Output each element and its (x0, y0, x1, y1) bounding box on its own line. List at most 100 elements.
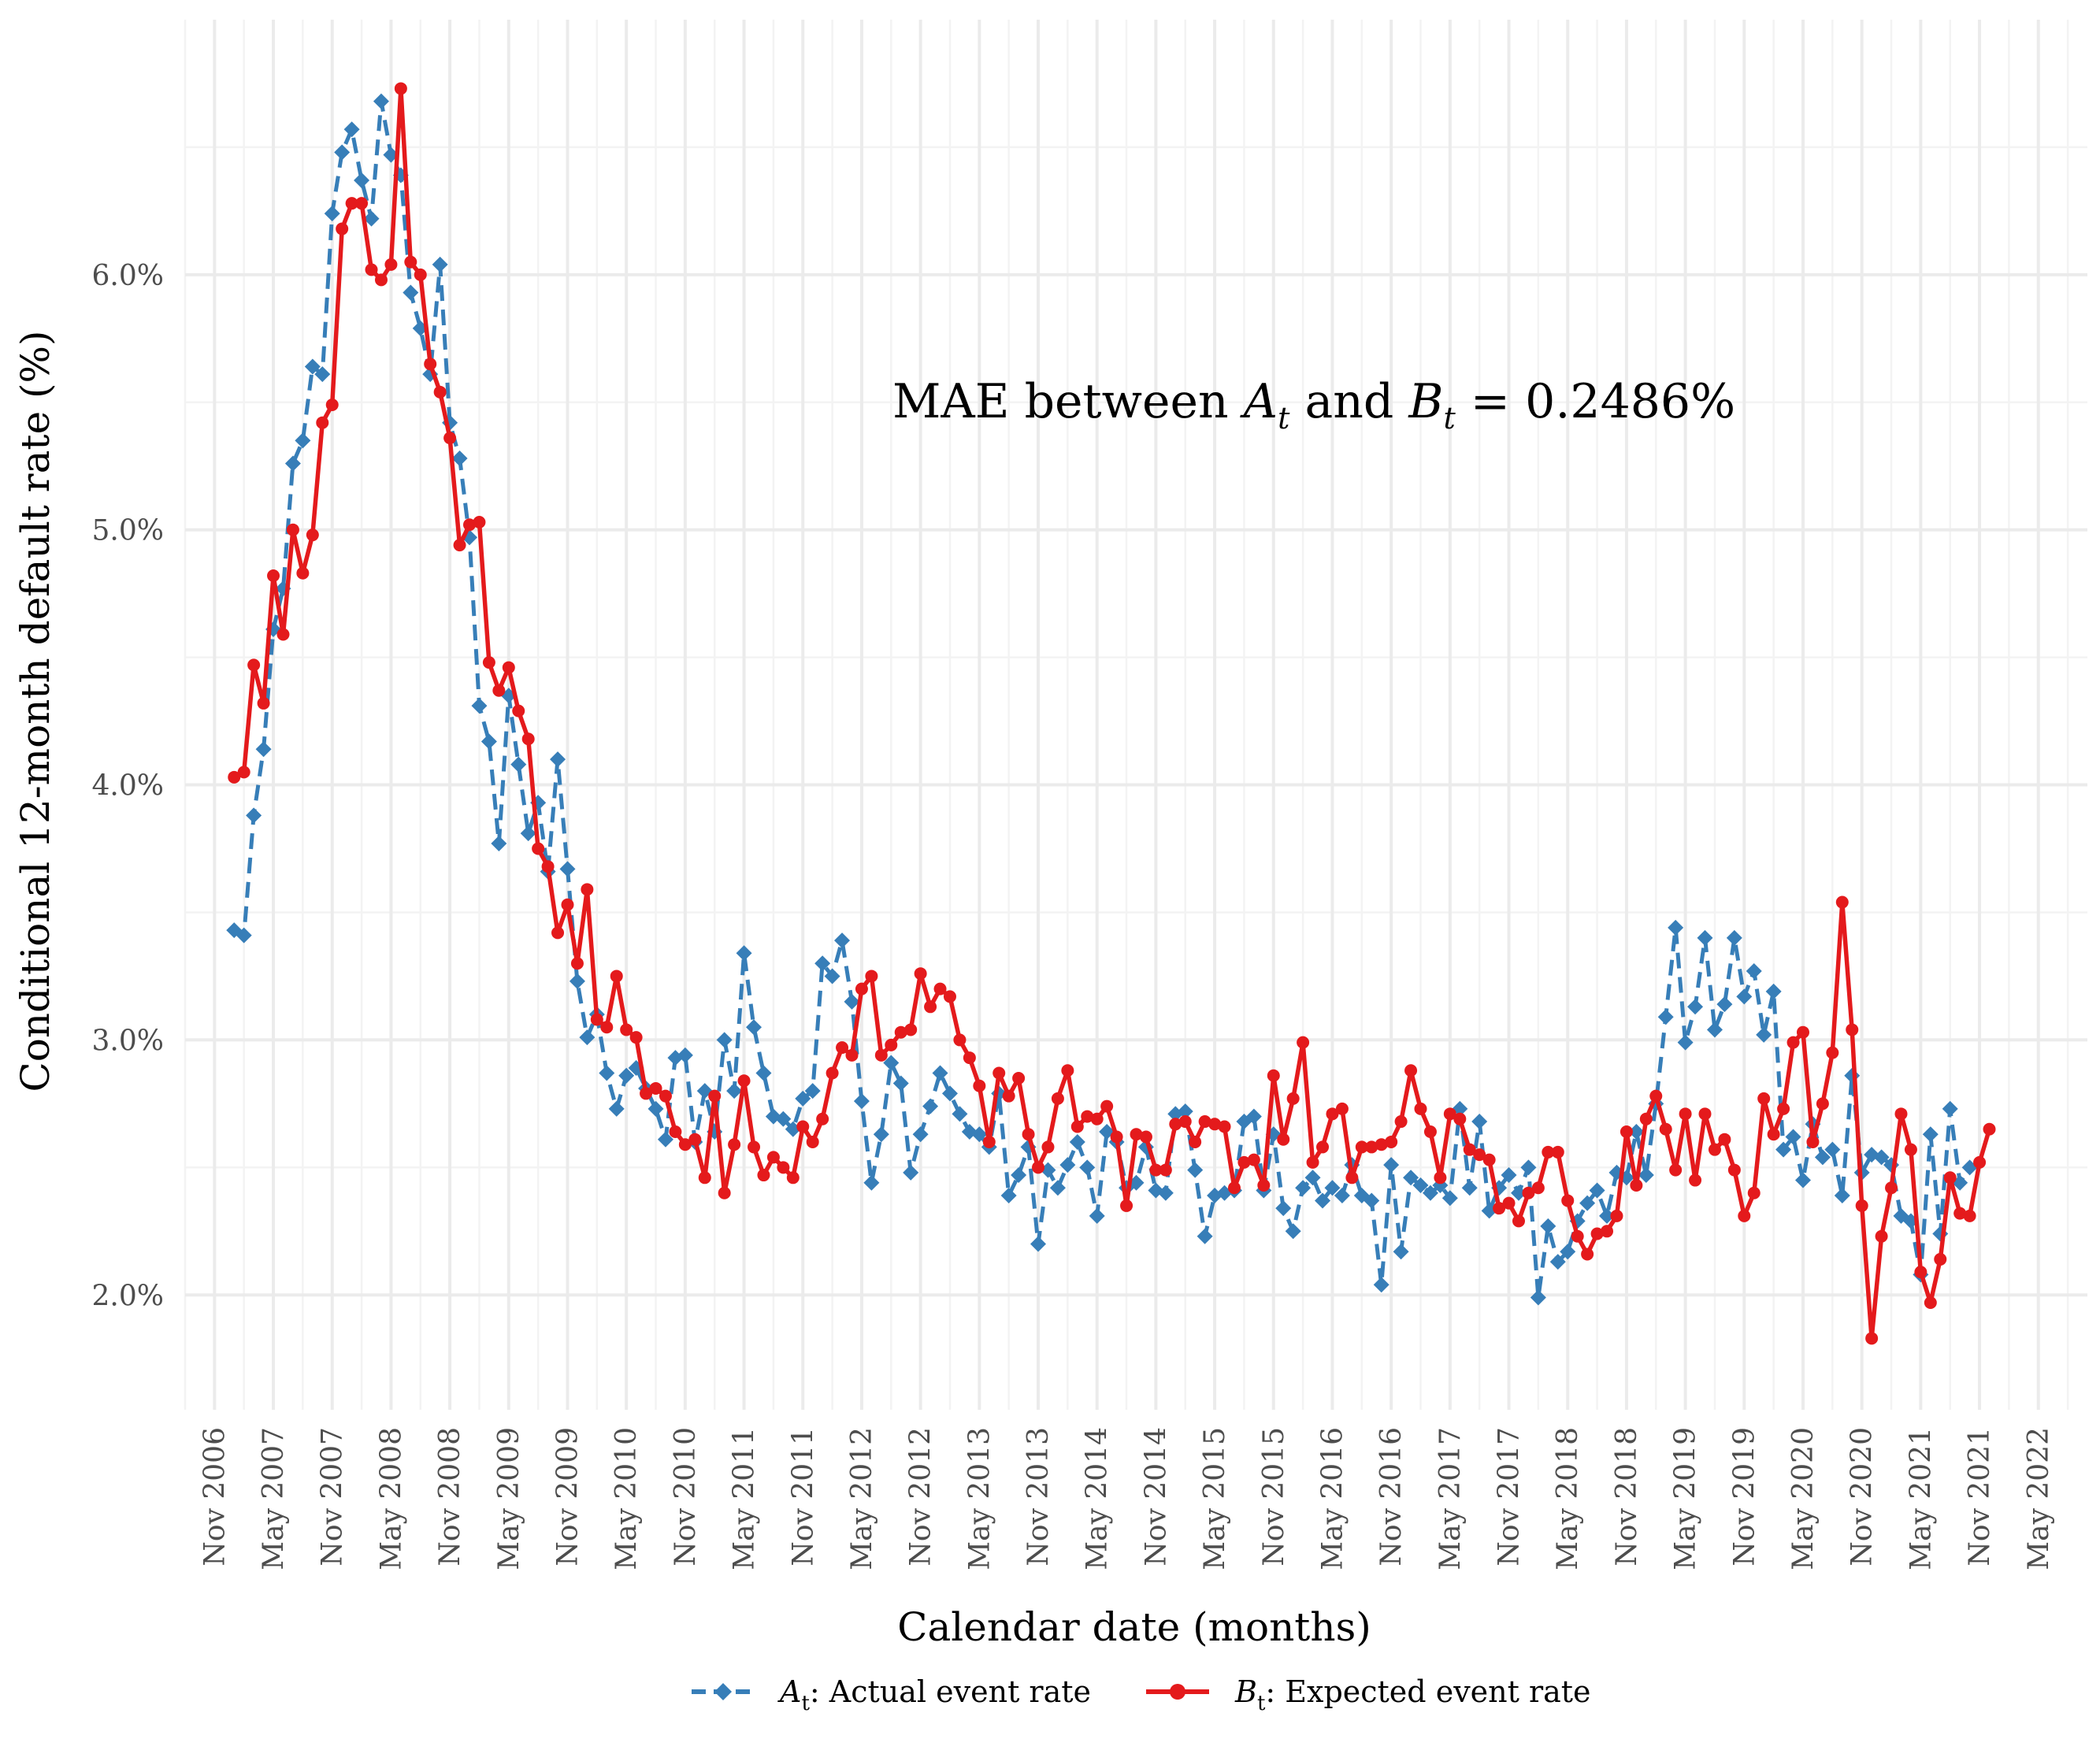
data-point-expected (1757, 1092, 1771, 1105)
data-point-expected (1581, 1248, 1594, 1261)
y-tick-label: 4.0% (92, 770, 164, 803)
data-point-expected (247, 658, 261, 672)
data-point-expected (1022, 1128, 1035, 1141)
data-point-expected (1159, 1163, 1172, 1177)
data-point-actual (520, 825, 536, 842)
data-point-actual (912, 1126, 929, 1143)
data-point-expected (1423, 1125, 1437, 1138)
data-point-expected (1012, 1071, 1026, 1084)
series-layer (226, 82, 1996, 1345)
data-point-expected (1885, 1181, 1898, 1195)
data-point-actual (1461, 1180, 1478, 1196)
data-point-actual (1373, 1277, 1389, 1293)
data-point-expected (1178, 1115, 1192, 1129)
mae-annotation: MAE between At and Bt = 0.2486% (892, 374, 1735, 436)
data-point-expected (1257, 1179, 1271, 1192)
data-point-expected (1953, 1207, 1967, 1220)
x-tick-label: May 2017 (1434, 1427, 1467, 1570)
legend-marker-actual (714, 1683, 732, 1700)
data-point-expected (836, 1041, 849, 1055)
data-point-actual (1245, 1108, 1262, 1125)
data-point-expected (237, 766, 250, 779)
data-point-actual (618, 1067, 635, 1084)
data-point-expected (325, 399, 339, 412)
data-point-actual (1501, 1167, 1517, 1184)
data-point-expected (1218, 1120, 1231, 1133)
data-point-expected (306, 528, 319, 542)
data-point-expected (316, 416, 329, 429)
data-point-expected (1551, 1145, 1564, 1159)
data-point-actual (1687, 999, 1704, 1015)
data-point-actual (1177, 1103, 1193, 1120)
data-point-expected (1385, 1135, 1398, 1148)
x-tick-label: Nov 2016 (1375, 1427, 1408, 1566)
data-point-expected (1630, 1179, 1643, 1192)
data-point-actual (932, 1065, 948, 1081)
legend-item-actual: At: Actual event rate (692, 1674, 1091, 1715)
legend-symbol-expected: B (1234, 1674, 1257, 1709)
data-point-expected (1816, 1097, 1829, 1110)
data-point-actual (1834, 1187, 1850, 1203)
x-tick-label: Nov 2018 (1611, 1427, 1643, 1566)
data-point-actual (1726, 929, 1742, 946)
x-tick-label: Nov 2020 (1846, 1427, 1879, 1566)
data-point-expected (1571, 1229, 1584, 1243)
data-point-actual (903, 1164, 919, 1181)
data-point-actual (480, 733, 497, 750)
x-tick-label: May 2019 (1670, 1427, 1702, 1570)
data-point-expected (551, 926, 565, 940)
data-point-expected (1875, 1229, 1888, 1243)
data-point-expected (336, 222, 349, 235)
data-point-actual (1697, 929, 1713, 946)
data-point-expected (541, 860, 555, 873)
data-point-expected (1267, 1069, 1280, 1082)
data-point-actual (971, 1126, 988, 1143)
data-point-actual (1441, 1190, 1458, 1207)
data-point-expected (1835, 895, 1849, 909)
data-point-expected (1453, 1112, 1467, 1125)
annotation-subscript-b: t (1443, 401, 1456, 436)
data-point-expected (1708, 1143, 1721, 1156)
data-point-expected (757, 1169, 770, 1182)
data-point-expected (581, 883, 594, 896)
data-point-actual (354, 172, 370, 189)
data-point-actual (1157, 1185, 1174, 1201)
y-tick-label: 6.0% (92, 260, 164, 292)
annotation-symbol-b: B (1408, 374, 1443, 429)
data-point-expected (1130, 1128, 1143, 1141)
x-tick-label: May 2018 (1552, 1427, 1584, 1570)
data-point-expected (1090, 1112, 1104, 1125)
data-point-expected (1070, 1120, 1084, 1133)
x-tick-label: May 2007 (258, 1427, 290, 1570)
data-point-expected (443, 432, 457, 445)
data-point-actual (1785, 1129, 1801, 1145)
data-point-actual (1304, 1170, 1321, 1186)
data-point-actual (246, 807, 262, 824)
data-point-actual (471, 698, 488, 714)
data-point-expected (1796, 1025, 1809, 1039)
data-point-expected (816, 1112, 829, 1125)
data-point-expected (1904, 1143, 1917, 1156)
data-point-actual (952, 1106, 968, 1122)
data-point-actual (1030, 1236, 1047, 1252)
data-point-expected (1482, 1153, 1496, 1166)
data-point-expected (384, 258, 398, 271)
data-point-actual (255, 741, 272, 758)
x-tick-label: Nov 2014 (1140, 1427, 1172, 1566)
data-point-expected (1306, 1155, 1319, 1169)
data-point-actual (1000, 1187, 1017, 1203)
data-point-actual (1814, 1149, 1831, 1166)
x-tick-label: May 2020 (1787, 1427, 1820, 1570)
data-point-actual (746, 1019, 762, 1036)
data-point-expected (963, 1051, 976, 1065)
data-point-expected (1473, 1148, 1486, 1162)
legend-label-expected: Bt: Expected event rate (1234, 1674, 1591, 1715)
data-point-actual (1079, 1159, 1096, 1176)
data-point-expected (394, 82, 407, 95)
x-tick-label: May 2013 (963, 1427, 996, 1570)
data-point-expected (1786, 1036, 1800, 1049)
data-point-actual (608, 1100, 625, 1117)
data-point-actual (1873, 1149, 1890, 1166)
data-point-expected (914, 967, 927, 981)
